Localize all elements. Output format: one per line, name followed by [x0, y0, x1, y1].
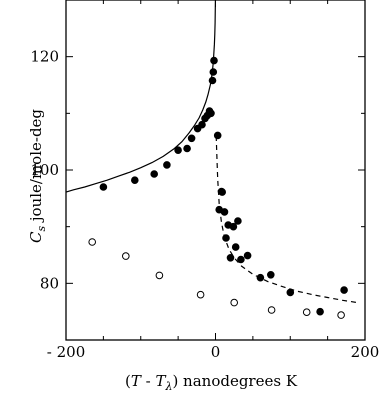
data-point-open	[196, 290, 205, 299]
data-point-filled	[99, 183, 108, 191]
ticks-layer: - 200 0 200 80 100 120	[30, 0, 379, 361]
y-tick-label: 100	[30, 161, 59, 179]
data-point-open	[302, 308, 311, 317]
curve-solid	[65, 0, 216, 193]
x-axis-label: (T - Tλ) nanodegrees K	[125, 372, 298, 393]
data-point-open	[230, 298, 238, 307]
data-point-filled	[267, 271, 275, 279]
data-point-open	[88, 238, 96, 246]
data-point-filled	[229, 222, 238, 231]
data-point-filled	[150, 170, 158, 178]
data-point-open	[267, 306, 276, 314]
data-point-open	[337, 311, 345, 319]
data-point-filled	[286, 288, 295, 297]
x-tick-label: 200	[351, 343, 379, 361]
data-point-filled	[218, 188, 226, 196]
data-point-filled	[208, 76, 217, 85]
plot-frame	[65, 0, 366, 341]
data-point-filled	[234, 217, 242, 225]
data-point-filled	[226, 253, 235, 262]
data-point-open	[122, 252, 130, 260]
data-point-filled	[210, 56, 218, 65]
x-tick-label: 0	[211, 343, 221, 361]
data-point-filled	[187, 134, 196, 143]
data-point-filled	[340, 286, 348, 294]
data-point-filled	[131, 176, 139, 184]
data-point-filled	[174, 146, 182, 154]
data-point-filled	[222, 234, 230, 242]
y-axis-label: Cs joule/mole-deg	[27, 109, 48, 243]
data-point-filled	[198, 120, 206, 129]
data-point-filled	[256, 273, 265, 282]
data-point-filled	[316, 307, 324, 316]
x-tick-label: - 200	[47, 343, 85, 361]
curve-dashed	[215, 135, 358, 304]
data-point-filled	[237, 255, 245, 264]
y-tick-label: 120	[30, 48, 59, 66]
data-point-filled	[220, 208, 229, 216]
data-point-filled	[231, 243, 240, 251]
y-tick-label: 80	[40, 274, 59, 292]
data-point-filled	[209, 68, 218, 76]
points-layer	[88, 56, 348, 319]
data-point-filled	[163, 161, 171, 169]
data-point-filled	[183, 144, 191, 153]
data-point-filled	[207, 109, 215, 118]
data-point-filled	[243, 251, 252, 260]
data-point-filled	[213, 131, 222, 140]
data-point-open	[155, 271, 164, 280]
curves-layer	[65, 0, 358, 304]
